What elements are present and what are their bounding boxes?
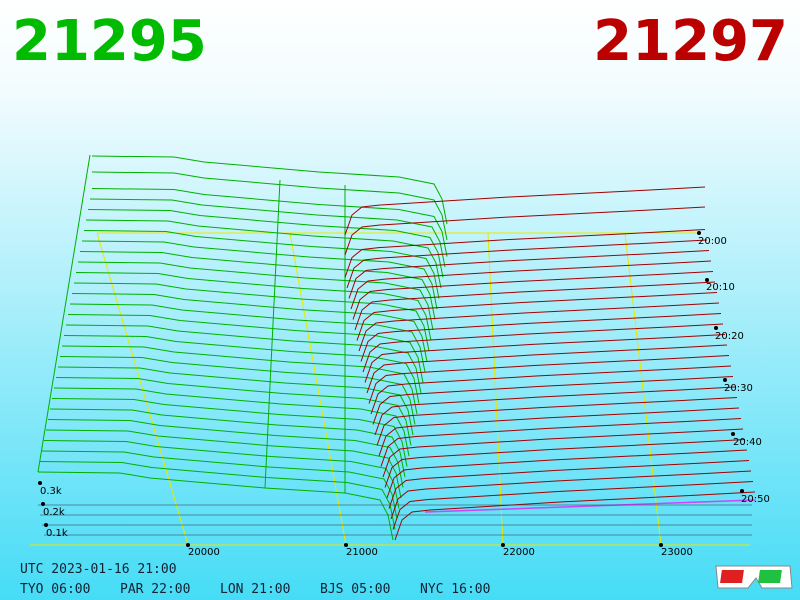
bid-price: 21295 [12,9,207,74]
volume-label: 0.3k [40,486,62,497]
city-time: NYC 16:00 [420,582,490,597]
time-label: 20:20 [715,331,744,342]
price-label: 21000 [346,547,378,558]
volume-axis: 0.3k 0.2k 0.1k [38,481,68,539]
time-label: 20:10 [706,282,735,293]
time-axis: 20:00 20:10 20:20 20:30 20:40 20:50 [697,231,770,505]
time-label: 20:30 [724,383,753,394]
3d-glasses-button[interactable] [715,565,793,589]
time-label: 20:40 [733,437,762,448]
ask-price: 21297 [593,9,788,74]
time-label: 20:50 [741,494,770,505]
price-label: 22000 [503,547,535,558]
city-time: PAR 22:00 [120,582,190,597]
bid-surface [37,154,448,541]
floor-grid [30,232,750,546]
city-time: LON 21:00 [220,582,290,597]
city-time: BJS 05:00 [320,582,390,597]
volume-label: 0.1k [46,528,68,539]
ask-surface [344,186,756,541]
utc-time: UTC 2023-01-16 21:00 [20,562,177,577]
city-time: TYO 06:00 [20,582,90,597]
volume-label: 0.2k [43,507,65,518]
price-axis: 20000 21000 22000 23000 [186,543,693,558]
price-label: 20000 [188,547,220,558]
price-label: 23000 [661,547,693,558]
time-label: 20:00 [698,236,727,247]
floor-lines [38,504,752,536]
